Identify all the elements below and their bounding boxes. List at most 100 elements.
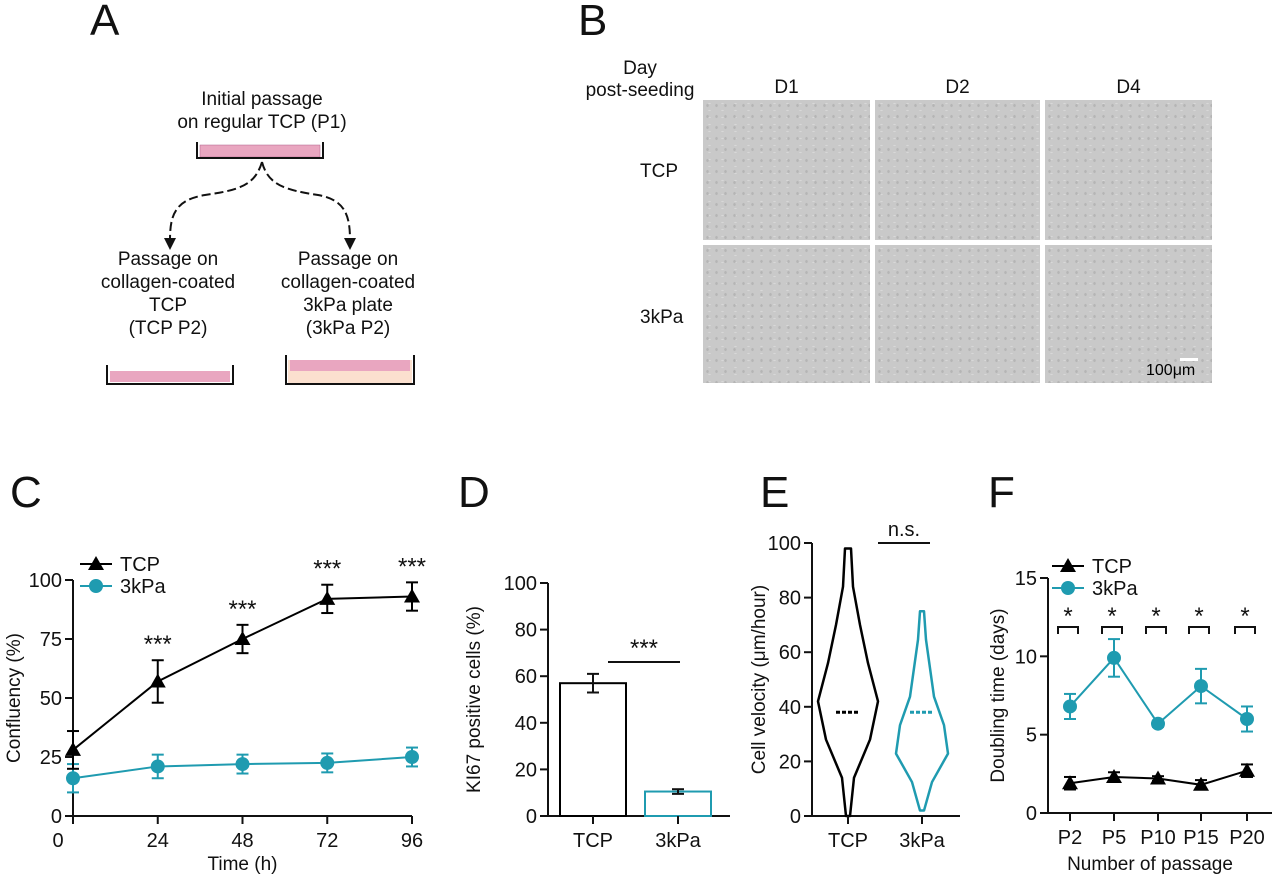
- micrograph-corner-label: Day post-seeding: [585, 58, 695, 101]
- x-tick-label: TCP: [828, 830, 868, 852]
- y-tick-label: 75: [40, 629, 62, 651]
- y-axis-label: KI67 positive cells (%): [464, 606, 485, 793]
- x-tick-label: P2: [1058, 827, 1082, 849]
- y-tick-label: 0: [790, 806, 801, 828]
- data-point-3kPa: [66, 771, 80, 786]
- panel-label-e: E: [760, 468, 790, 517]
- column-label-d4: D4: [1116, 77, 1141, 98]
- data-point-TCP: [65, 741, 81, 756]
- micrograph-tcp-d4: [1045, 100, 1212, 240]
- significance-label: *: [1107, 603, 1116, 630]
- legend-marker-3kPa: [89, 579, 103, 593]
- panel-label-f: F: [988, 468, 1015, 517]
- significance-label: *: [1151, 603, 1160, 630]
- panel-label-d: D: [458, 468, 490, 517]
- x-tick-label: 3kPa: [655, 830, 701, 852]
- y-tick-label: 50: [40, 688, 62, 710]
- column-label-d1: D1: [774, 77, 799, 98]
- significance-label: *: [1063, 603, 1072, 630]
- legend-marker-TCP: [88, 556, 104, 570]
- arrowhead-right: [344, 238, 356, 250]
- data-point-TCP: [1239, 762, 1255, 777]
- y-tick-label: 80: [779, 588, 801, 610]
- significance-bracket: [1057, 626, 1079, 634]
- dish-3kpa-p2: [285, 355, 415, 385]
- x-axis-label: Time (h): [207, 854, 277, 875]
- panel-label-b: B: [578, 0, 608, 45]
- data-point-TCP: [1150, 770, 1166, 785]
- y-axis-label: Confluency (%): [4, 633, 25, 763]
- significance-label: ***: [398, 553, 426, 580]
- column-label-d2: D2: [945, 77, 970, 98]
- significance-bracket: [1234, 626, 1256, 634]
- data-point-3kPa: [1107, 650, 1121, 665]
- micrograph-3kpa-d2: [875, 245, 1040, 383]
- y-tick-label: 25: [40, 747, 62, 769]
- data-point-TCP: [1062, 775, 1078, 790]
- legend-label: TCP: [1092, 556, 1132, 578]
- data-point-TCP: [1193, 776, 1209, 791]
- y-tick-label: 15: [1015, 568, 1037, 590]
- bar-3kPa: [644, 790, 712, 817]
- x-tick-label: P10: [1140, 827, 1176, 849]
- dish-p1: [196, 142, 324, 159]
- panel-label-c: C: [10, 468, 42, 517]
- y-tick-label: 0: [1026, 803, 1037, 825]
- significance-bracket: [1101, 626, 1123, 634]
- significance-label: ***: [228, 596, 256, 623]
- micrograph-tcp-d2: [875, 100, 1040, 240]
- significance-label: ***: [144, 631, 172, 658]
- arrow-right: [261, 161, 351, 241]
- micrograph-tcp-d1: [703, 100, 870, 240]
- data-point-3kPa: [1240, 712, 1254, 726]
- x-tick-label: P15: [1183, 827, 1219, 849]
- x-axis-label: Number of passage: [1067, 854, 1233, 875]
- y-tick-label: 80: [515, 620, 537, 642]
- data-point-3kPa: [150, 759, 165, 774]
- y-tick-label: 60: [515, 666, 537, 688]
- bar-TCP: [559, 682, 627, 817]
- data-point-3kPa: [1063, 699, 1077, 714]
- y-tick-label: 40: [515, 713, 537, 735]
- scale-bar: [1180, 358, 1198, 361]
- panel-label-a: A: [90, 0, 120, 45]
- x-tick-label: 72: [316, 830, 338, 852]
- x-tick-label: 24: [147, 830, 169, 852]
- y-tick-label: 100: [29, 570, 62, 592]
- y-tick-label: 0: [526, 806, 537, 828]
- y-tick-label: 0: [51, 806, 62, 828]
- significance-label: ***: [313, 556, 341, 583]
- y-tick-label: 40: [779, 697, 801, 719]
- diagram-tcp-p2: Passage on collagen-coated TCP (TCP P2): [100, 249, 236, 339]
- dish-tcp-p2: [106, 365, 234, 385]
- legend-marker-TCP: [1060, 558, 1076, 572]
- violin-3kPa: [894, 610, 950, 812]
- significance-bracket: [1188, 626, 1210, 634]
- y-tick-label: 100: [768, 533, 801, 555]
- x-tick-label: TCP: [573, 830, 613, 852]
- row-label-tcp: TCP: [640, 161, 678, 182]
- diagram-3kpa-p2: Passage on collagen-coated 3kPa plate (3…: [280, 249, 416, 339]
- x-tick-label: 96: [401, 830, 423, 852]
- x-tick-label: P5: [1102, 827, 1126, 849]
- y-tick-label: 60: [779, 642, 801, 664]
- x-tick-label: 3kPa: [899, 830, 945, 852]
- x-tick-label: P20: [1229, 827, 1265, 849]
- significance-label: *: [1194, 603, 1203, 630]
- significance-label: n.s.: [888, 519, 920, 541]
- arrowhead-left: [164, 238, 176, 250]
- significance-label: ***: [630, 635, 658, 662]
- data-point-TCP: [149, 673, 166, 688]
- data-point-TCP: [234, 631, 251, 645]
- scale-bar-label: 100μm: [1146, 362, 1196, 379]
- x-tick-label: 48: [231, 830, 253, 852]
- data-point-TCP: [404, 588, 420, 603]
- legend-label: TCP: [120, 554, 160, 576]
- data-point-TCP: [1106, 768, 1122, 783]
- y-tick-label: 20: [779, 751, 801, 773]
- y-axis-label: Doubling time (days): [988, 608, 1009, 782]
- y-tick-label: 20: [515, 759, 537, 781]
- legend-label: 3kPa: [1092, 578, 1138, 600]
- x-tick-label: 0: [52, 830, 63, 852]
